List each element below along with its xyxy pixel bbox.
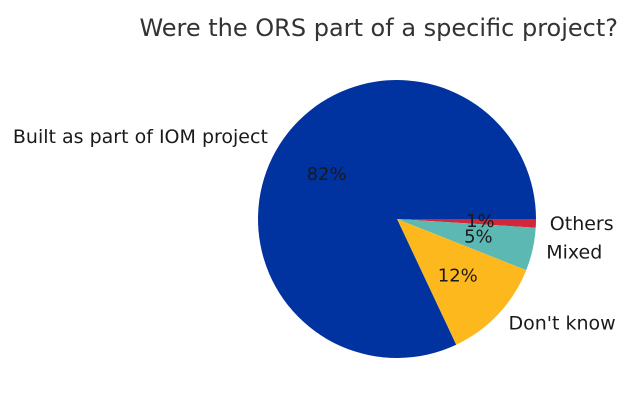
pie-slice-others	[397, 219, 536, 228]
pie-slices	[258, 79, 536, 358]
percent-label-mixed: 5%	[464, 227, 493, 248]
category-label-built-as-part-of-iom-project: Built as part of IOM project	[13, 126, 268, 148]
category-label-mixed: Mixed	[546, 241, 602, 263]
percent-label-others: 1%	[466, 211, 495, 232]
percent-label-built-as-part-of-iom-project: 82%	[307, 164, 347, 185]
pie-labels: Others 1% Mixed 5% Don't know 12% Built as par…	[13, 126, 616, 335]
pie-slice-don-t-know	[397, 219, 527, 345]
pie-slice-built-as-part-of-iom-project	[258, 79, 536, 358]
category-label-don-t-know: Don't know	[509, 313, 616, 335]
category-label-others: Others	[550, 213, 614, 235]
chart-title: Were the ORS part of a specific project?	[139, 14, 618, 42]
percent-label-don-t-know: 12%	[438, 266, 478, 287]
pie-slice-mixed	[397, 219, 536, 271]
